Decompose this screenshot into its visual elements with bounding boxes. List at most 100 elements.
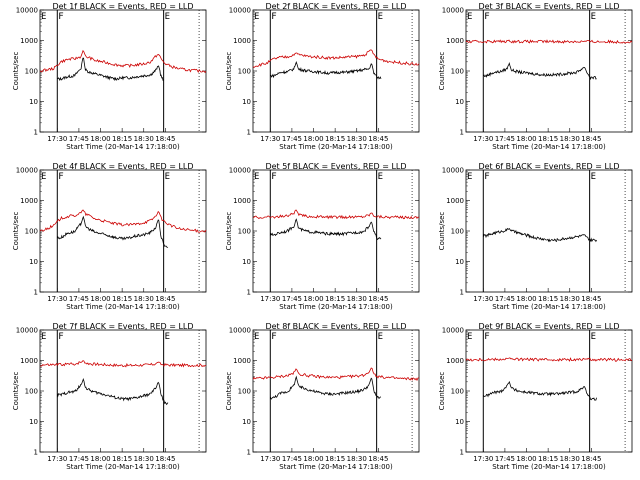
x-tick-label: 18:30 <box>134 135 154 143</box>
x-axis-label: Start Time (20-Mar-14 17:18:00) <box>66 143 180 151</box>
y-tick-label: 1000 <box>446 197 464 205</box>
x-tick-label: 17:30 <box>260 295 280 303</box>
x-tick-label: 18:45 <box>581 295 601 303</box>
x-tick-label: 18:15 <box>538 455 558 463</box>
x-tick-label: 17:30 <box>260 455 280 463</box>
x-axis-label: Start Time (20-Mar-14 17:18:00) <box>492 143 606 151</box>
events-series-line <box>269 375 382 400</box>
x-tick-label: 18:30 <box>560 135 580 143</box>
x-axis-label: Start Time (20-Mar-14 17:18:00) <box>492 303 606 311</box>
events-series-line <box>270 61 382 80</box>
y-tick-label: 1000 <box>20 357 38 365</box>
marker-label: E <box>591 12 596 22</box>
x-tick-label: 18:45 <box>155 295 175 303</box>
chart-title: Det 6f BLACK = Events, RED = LLD <box>478 162 619 171</box>
marker-label: E <box>165 172 170 182</box>
x-axis-label: Start Time (20-Mar-14 17:18:00) <box>279 143 393 151</box>
marker-label: E <box>165 12 170 22</box>
events-series-line <box>57 57 164 82</box>
plot-frame <box>39 9 207 133</box>
x-axis-label: Start Time (20-Mar-14 17:18:00) <box>66 303 180 311</box>
y-tick-label: 10000 <box>16 167 38 175</box>
chart-panel: Det 7f BLACK = Events, RED = LLD 1 10 100 10… <box>12 322 207 471</box>
plot-frame <box>465 329 633 453</box>
y-axis-label: Counts/sec <box>438 52 446 91</box>
marker-label: F <box>271 332 276 342</box>
plot-frame <box>39 169 207 293</box>
x-tick-label: 18:30 <box>347 135 367 143</box>
chart-panel: Det 3f BLACK = Events, RED = LLD 1 10 100 10… <box>438 2 633 151</box>
x-axis-label: Start Time (20-Mar-14 17:18:00) <box>279 303 393 311</box>
y-tick-label: 1000 <box>233 37 251 45</box>
y-tick-label: 1 <box>34 449 38 457</box>
y-tick-label: 10 <box>455 418 464 426</box>
lld-series-line <box>252 49 420 69</box>
x-axis-label: Start Time (20-Mar-14 17:18:00) <box>279 463 393 471</box>
marker-label: F <box>484 172 489 182</box>
y-axis-label: Counts/sec <box>225 372 233 411</box>
y-axis-label: Counts/sec <box>12 212 20 251</box>
plot-frame <box>465 169 633 293</box>
x-tick-label: 18:45 <box>581 135 601 143</box>
y-tick-label: 100 <box>451 228 464 236</box>
y-tick-label: 10 <box>29 258 38 266</box>
x-tick-label: 18:45 <box>368 135 388 143</box>
y-tick-label: 1 <box>247 289 251 297</box>
y-tick-label: 1 <box>460 289 464 297</box>
x-tick-label: 17:30 <box>473 295 493 303</box>
chart-title: Det 8f BLACK = Events, RED = LLD <box>265 322 406 331</box>
lld-series-line <box>39 360 207 368</box>
x-tick-label: 17:45 <box>282 295 302 303</box>
x-tick-label: 17:30 <box>473 455 493 463</box>
y-tick-label: 10000 <box>229 167 251 175</box>
x-tick-label: 17:30 <box>47 455 67 463</box>
plot-frame <box>465 9 633 133</box>
x-tick-label: 18:30 <box>347 295 367 303</box>
chart-panel: Det 5f BLACK = Events, RED = LLD 1 10 100 10… <box>225 162 420 311</box>
y-tick-label: 1 <box>34 289 38 297</box>
chart-panel: Det 2f BLACK = Events, RED = LLD 1 10 100 10… <box>225 2 420 151</box>
y-tick-label: 10000 <box>16 327 38 335</box>
marker-label: E <box>378 172 383 182</box>
x-tick-label: 17:30 <box>473 135 493 143</box>
y-tick-label: 100 <box>25 388 38 396</box>
y-tick-label: 1000 <box>446 357 464 365</box>
y-tick-label: 10 <box>455 258 464 266</box>
marker-label: F <box>58 172 63 182</box>
x-tick-label: 18:15 <box>325 135 345 143</box>
events-series-line <box>482 380 597 401</box>
x-tick-label: 17:30 <box>47 135 67 143</box>
x-tick-label: 18:30 <box>134 295 154 303</box>
chart-title: Det 9f BLACK = Events, RED = LLD <box>478 322 619 331</box>
events-series-line <box>269 218 382 241</box>
y-tick-label: 10 <box>242 418 251 426</box>
x-tick-label: 18:00 <box>303 455 323 463</box>
x-tick-label: 18:15 <box>112 455 132 463</box>
y-tick-label: 1 <box>460 129 464 137</box>
x-tick-label: 17:45 <box>282 455 302 463</box>
x-tick-label: 17:45 <box>69 135 89 143</box>
x-tick-label: 18:30 <box>134 455 154 463</box>
lld-series-line <box>465 39 633 44</box>
lld-series-line <box>465 357 633 362</box>
marker-label: F <box>484 332 489 342</box>
chart-title: Det 1f BLACK = Events, RED = LLD <box>52 2 193 11</box>
y-tick-label: 10 <box>242 98 251 106</box>
marker-label: E <box>467 12 472 22</box>
y-tick-label: 10000 <box>442 167 464 175</box>
y-tick-label: 100 <box>238 68 251 76</box>
events-series-line <box>483 62 597 81</box>
y-axis-label: Counts/sec <box>225 212 233 251</box>
marker-label: F <box>58 332 63 342</box>
plot-frame <box>252 329 420 453</box>
plot-frame <box>252 169 420 293</box>
x-tick-label: 18:00 <box>90 295 110 303</box>
x-tick-label: 18:15 <box>112 295 132 303</box>
x-axis-label: Start Time (20-Mar-14 17:18:00) <box>66 463 180 471</box>
lld-series-line <box>252 209 420 220</box>
x-tick-label: 17:45 <box>495 135 515 143</box>
y-tick-label: 10 <box>29 418 38 426</box>
x-tick-label: 18:00 <box>303 295 323 303</box>
marker-label: E <box>254 12 259 22</box>
